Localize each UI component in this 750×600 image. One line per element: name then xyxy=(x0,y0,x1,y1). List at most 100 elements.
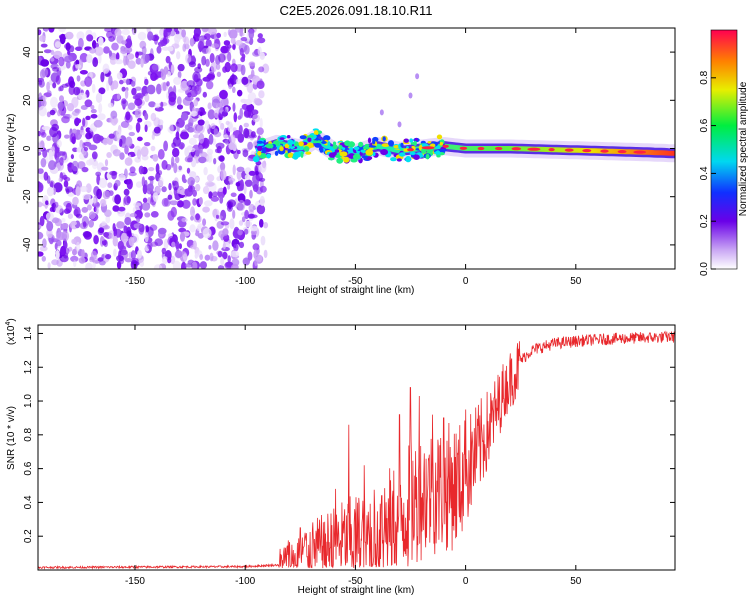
signal-hotspot xyxy=(582,149,592,153)
noise-blob xyxy=(192,189,197,197)
noise-blob xyxy=(176,104,184,110)
x-tick-label: -150 xyxy=(125,576,145,587)
signal-speckle xyxy=(430,143,436,148)
signal-hotspot xyxy=(617,150,627,154)
signal-speckle xyxy=(396,158,402,162)
colorbar-tick-label: 0.4 xyxy=(699,166,710,180)
noise-blob xyxy=(90,250,98,260)
signal-speckle xyxy=(344,140,351,146)
spectrogram-signal-track xyxy=(252,73,675,164)
noise-blob xyxy=(134,108,142,118)
signal-speckle xyxy=(332,141,337,146)
noise-blob xyxy=(73,260,77,267)
noise-blob xyxy=(48,160,57,171)
noise-blob xyxy=(256,127,264,135)
noise-blob xyxy=(205,58,210,67)
noise-blob xyxy=(258,66,265,73)
noise-blob xyxy=(158,227,167,235)
noise-blob xyxy=(231,263,239,269)
noise-blob xyxy=(50,57,55,62)
noise-blob xyxy=(40,59,50,67)
noise-blob xyxy=(261,160,267,169)
noise-blob xyxy=(90,105,95,110)
noise-blob xyxy=(105,254,112,260)
noise-blob xyxy=(65,188,70,195)
noise-blob xyxy=(181,199,191,209)
signal-speckle xyxy=(312,140,318,144)
noise-blob xyxy=(41,99,47,108)
noise-blob xyxy=(174,250,184,259)
noise-blob xyxy=(212,240,219,251)
noise-blob xyxy=(220,209,227,221)
signal-speckle xyxy=(287,147,292,154)
noise-blob xyxy=(227,51,232,62)
noise-blob xyxy=(153,126,161,134)
signal-speckle xyxy=(360,149,366,153)
noise-blob xyxy=(75,186,81,197)
noise-blob xyxy=(173,162,178,174)
noise-blob xyxy=(42,238,47,248)
noise-blob xyxy=(209,53,215,64)
noise-blob xyxy=(199,254,204,260)
noise-blob xyxy=(84,76,93,87)
noise-blob xyxy=(205,181,214,188)
noise-blob xyxy=(75,213,83,219)
noise-blob xyxy=(74,118,82,124)
noise-blob xyxy=(229,180,234,185)
signal-outlier xyxy=(415,73,420,80)
noise-blob xyxy=(165,55,171,64)
noise-blob xyxy=(190,215,194,221)
signal-speckle xyxy=(380,149,388,156)
noise-blob xyxy=(85,115,91,121)
noise-blob xyxy=(85,183,92,194)
signal-speckle xyxy=(436,134,443,140)
noise-blob xyxy=(127,35,132,43)
noise-blob xyxy=(195,149,200,157)
noise-blob xyxy=(47,233,53,239)
noise-blob xyxy=(45,212,54,221)
noise-blob xyxy=(103,46,110,54)
noise-blob xyxy=(38,142,43,153)
noise-blob xyxy=(229,218,235,230)
signal-hotspot xyxy=(633,150,647,154)
noise-blob xyxy=(43,49,52,54)
signal-hotspot xyxy=(600,149,609,153)
noise-blob xyxy=(182,43,187,52)
signal-speckle xyxy=(257,150,262,156)
noise-blob xyxy=(39,35,46,42)
signal-outlier xyxy=(379,109,384,116)
noise-blob xyxy=(90,114,98,119)
noise-blob xyxy=(176,200,184,208)
snr-panel: -150 -100 -50 0 50 0.2 0.4 0.6 0.8 1.0 1.2 1.4 Hei… xyxy=(5,318,676,596)
noise-blob xyxy=(170,64,175,74)
signal-speckle xyxy=(328,152,336,158)
noise-blob xyxy=(119,249,128,256)
noise-blob xyxy=(78,257,86,264)
noise-blob xyxy=(93,197,97,204)
noise-blob xyxy=(72,147,78,153)
noise-blob xyxy=(144,212,151,218)
noise-blob xyxy=(112,235,119,247)
noise-blob xyxy=(75,241,81,252)
noise-blob xyxy=(112,80,119,90)
noise-blob xyxy=(204,254,211,261)
noise-blob xyxy=(201,28,209,33)
noise-blob xyxy=(38,130,41,137)
noise-blob xyxy=(192,240,197,250)
noise-blob xyxy=(59,95,64,103)
noise-blob xyxy=(137,117,143,123)
noise-blob xyxy=(198,156,207,164)
noise-blob xyxy=(222,228,229,236)
noise-blob xyxy=(263,249,268,259)
signal-speckle xyxy=(358,141,364,148)
noise-blob xyxy=(56,139,62,148)
noise-blob xyxy=(222,251,228,260)
noise-blob xyxy=(228,83,233,90)
noise-blob xyxy=(217,187,224,192)
noise-blob xyxy=(38,151,42,156)
noise-blob xyxy=(204,33,211,40)
noise-blob xyxy=(147,71,153,76)
noise-blob xyxy=(129,213,137,218)
noise-blob xyxy=(47,262,51,269)
noise-blob xyxy=(92,262,96,269)
